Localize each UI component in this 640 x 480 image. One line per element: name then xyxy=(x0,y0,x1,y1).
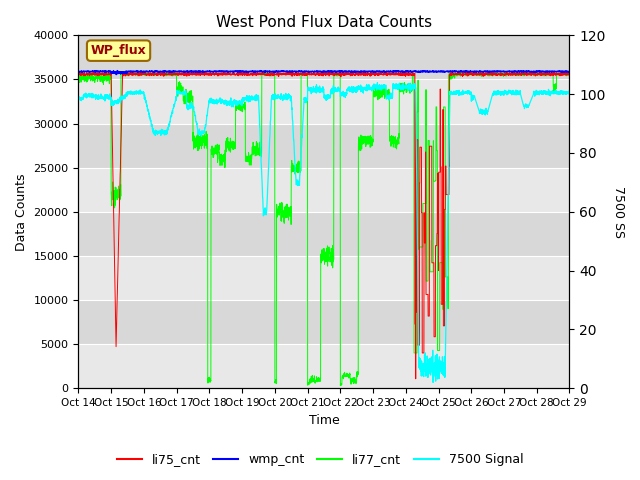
Bar xyxy=(79,36,570,80)
Bar xyxy=(79,344,570,388)
Title: West Pond Flux Data Counts: West Pond Flux Data Counts xyxy=(216,15,432,30)
Bar xyxy=(79,80,570,123)
Bar xyxy=(79,212,570,256)
Legend: li75_cnt, wmp_cnt, li77_cnt, 7500 Signal: li75_cnt, wmp_cnt, li77_cnt, 7500 Signal xyxy=(112,448,528,471)
Bar xyxy=(79,168,570,212)
Bar xyxy=(79,256,570,300)
X-axis label: Time: Time xyxy=(308,414,339,427)
Bar xyxy=(79,300,570,344)
Bar xyxy=(79,123,570,168)
Text: WP_flux: WP_flux xyxy=(91,44,147,57)
Y-axis label: Data Counts: Data Counts xyxy=(15,173,28,251)
Y-axis label: 7500 SS: 7500 SS xyxy=(612,186,625,238)
